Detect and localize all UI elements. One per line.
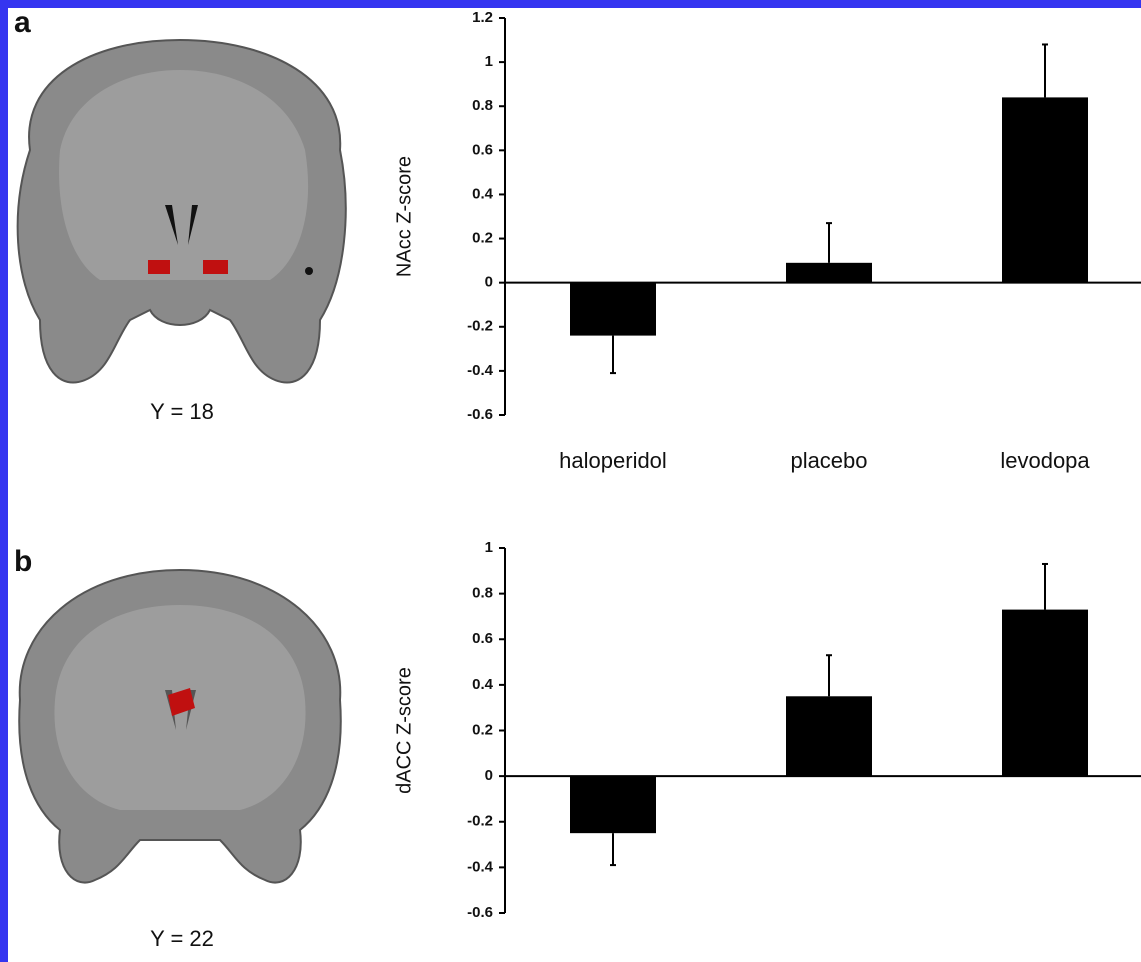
panel-label: a [14,6,31,39]
y-tick-label: 0 [485,274,493,291]
y-tick-label: -0.2 [467,318,493,335]
y-tick-label: 0.8 [472,97,493,114]
image-caption: Y = 18 [150,399,214,424]
y-axis-label: NAcc Z-score [393,156,415,277]
y-tick-label: 1.2 [472,9,493,26]
y-tick-label: 0.2 [472,230,493,247]
y-tick-label: 0.6 [472,141,493,158]
y-tick-label: -0.4 [467,362,494,379]
x-tick-label: haloperidol [559,448,667,473]
bar [570,776,656,833]
y-tick-label: 0.6 [472,630,493,647]
y-tick-label: 1 [485,539,493,556]
bar [570,283,656,336]
y-tick-label: -0.2 [467,813,493,830]
bar [786,263,872,283]
y-tick-label: -0.6 [467,406,493,423]
bar [1002,610,1088,777]
x-tick-label: placebo [790,448,867,473]
bar [786,696,872,776]
bar [1002,97,1088,282]
y-tick-label: 0.4 [472,676,494,693]
brain-image [19,570,341,883]
image-caption: Y = 22 [150,926,214,951]
figure: a Y = 18 NAcc Z-score -0.6 -0.4 -0.2 0 0.2 0.4 0.… [0,0,1141,962]
x-tick-label: levodopa [1000,448,1090,473]
y-tick-label: 0.4 [472,185,494,202]
y-axis-label: dACC Z-score [393,667,415,794]
y-tick-label: -0.4 [467,858,494,875]
page: {"chart_data": [ {"type": "bar", "panel"… [0,0,1141,962]
y-tick-label: 0.8 [472,585,493,602]
y-tick-label: 0.2 [472,721,493,738]
y-tick-label: 0 [485,767,493,784]
y-tick-label: 1 [485,53,493,70]
panel-label: b [14,545,32,578]
y-tick-label: -0.6 [467,904,493,921]
